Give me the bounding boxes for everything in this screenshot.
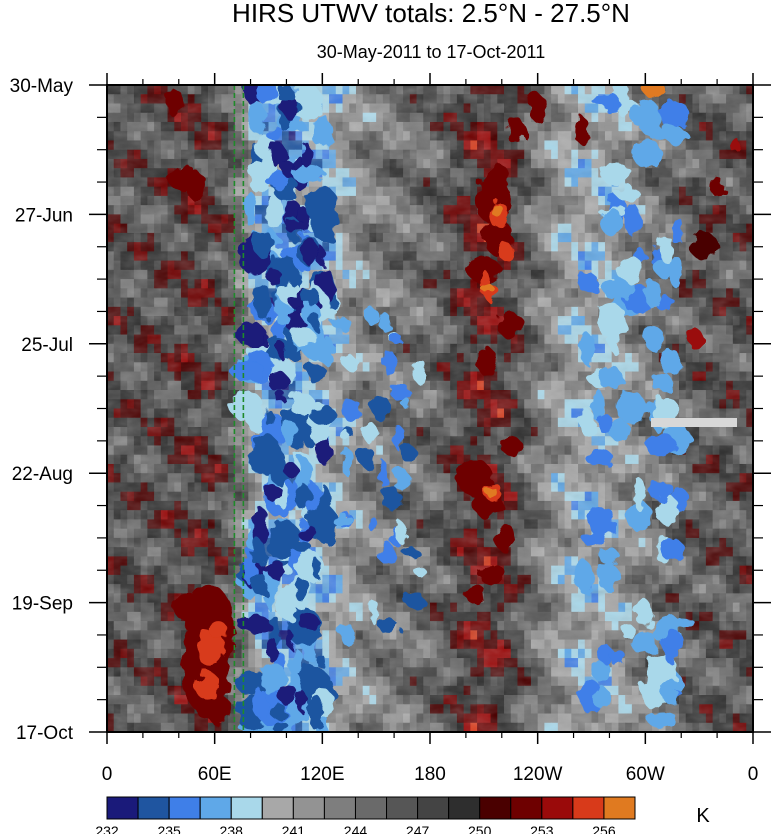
- chart-subtitle: 30-May-2011 to 17-Oct-2011: [317, 42, 545, 62]
- plot-area: [106, 84, 754, 733]
- chart-title: HIRS UTWV totals: 2.5°N - 27.5°N: [232, 0, 630, 28]
